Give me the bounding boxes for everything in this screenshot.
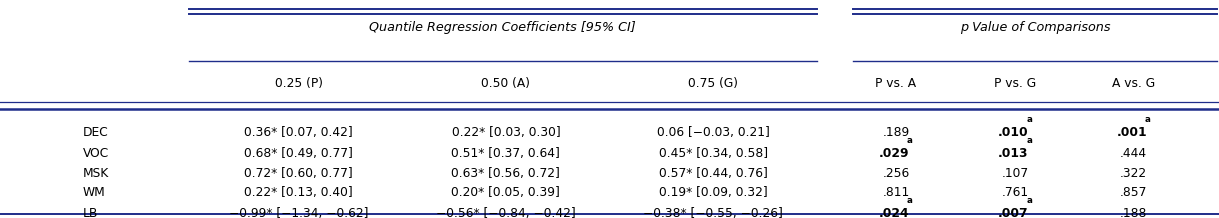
Text: P vs. G: P vs. G	[995, 77, 1036, 90]
Text: p Value of Comparisons: p Value of Comparisons	[959, 21, 1111, 34]
Text: .001: .001	[1117, 126, 1147, 140]
Text: 0.25 (P): 0.25 (P)	[274, 77, 323, 90]
Text: −0.38* [−0.55, −0.26]: −0.38* [−0.55, −0.26]	[644, 207, 783, 218]
Text: 0.68* [0.49, 0.77]: 0.68* [0.49, 0.77]	[244, 147, 354, 160]
Text: 0.72* [0.60, 0.77]: 0.72* [0.60, 0.77]	[244, 167, 354, 180]
Text: .256: .256	[883, 167, 909, 180]
Text: a: a	[1145, 115, 1151, 124]
Text: 0.45* [0.34, 0.58]: 0.45* [0.34, 0.58]	[658, 147, 768, 160]
Text: .444: .444	[1120, 147, 1147, 160]
Text: LB: LB	[83, 207, 99, 218]
Text: a: a	[907, 196, 913, 205]
Text: −0.56* [−0.84, −0.42]: −0.56* [−0.84, −0.42]	[436, 207, 575, 218]
Text: .761: .761	[1002, 186, 1029, 199]
Text: 0.57* [0.44, 0.76]: 0.57* [0.44, 0.76]	[658, 167, 768, 180]
Text: a: a	[1026, 196, 1032, 205]
Text: 0.20* [0.05, 0.39]: 0.20* [0.05, 0.39]	[451, 186, 561, 199]
Text: .857: .857	[1120, 186, 1147, 199]
Text: 0.63* [0.56, 0.72]: 0.63* [0.56, 0.72]	[451, 167, 561, 180]
Text: DEC: DEC	[83, 126, 108, 140]
Text: .010: .010	[998, 126, 1029, 140]
Text: 0.22* [0.03, 0.30]: 0.22* [0.03, 0.30]	[451, 126, 561, 140]
Text: .029: .029	[879, 147, 909, 160]
Text: 0.36* [0.07, 0.42]: 0.36* [0.07, 0.42]	[244, 126, 354, 140]
Text: Quantile Regression Coefficients [95% CI]: Quantile Regression Coefficients [95% CI…	[369, 21, 636, 34]
Text: 0.06 [−0.03, 0.21]: 0.06 [−0.03, 0.21]	[657, 126, 769, 140]
Text: WM: WM	[83, 186, 106, 199]
Text: 0.50 (A): 0.50 (A)	[482, 77, 530, 90]
Text: −0.99* [−1.34, −0.62]: −0.99* [−1.34, −0.62]	[229, 207, 368, 218]
Text: .188: .188	[1120, 207, 1147, 218]
Text: A vs. G: A vs. G	[1112, 77, 1156, 90]
Text: .024: .024	[879, 207, 909, 218]
Text: .189: .189	[883, 126, 909, 140]
Text: .007: .007	[998, 207, 1029, 218]
Text: 0.75 (G): 0.75 (G)	[688, 77, 739, 90]
Text: 0.22* [0.13, 0.40]: 0.22* [0.13, 0.40]	[244, 186, 354, 199]
Text: a: a	[1026, 115, 1032, 124]
Text: 0.51* [0.37, 0.64]: 0.51* [0.37, 0.64]	[451, 147, 561, 160]
Text: .107: .107	[1002, 167, 1029, 180]
Text: VOC: VOC	[83, 147, 110, 160]
Text: a: a	[907, 136, 913, 145]
Text: .811: .811	[883, 186, 909, 199]
Text: .322: .322	[1120, 167, 1147, 180]
Text: a: a	[1026, 136, 1032, 145]
Text: .013: .013	[998, 147, 1029, 160]
Text: P vs. A: P vs. A	[875, 77, 917, 90]
Text: 0.19* [0.09, 0.32]: 0.19* [0.09, 0.32]	[658, 186, 768, 199]
Text: MSK: MSK	[83, 167, 110, 180]
